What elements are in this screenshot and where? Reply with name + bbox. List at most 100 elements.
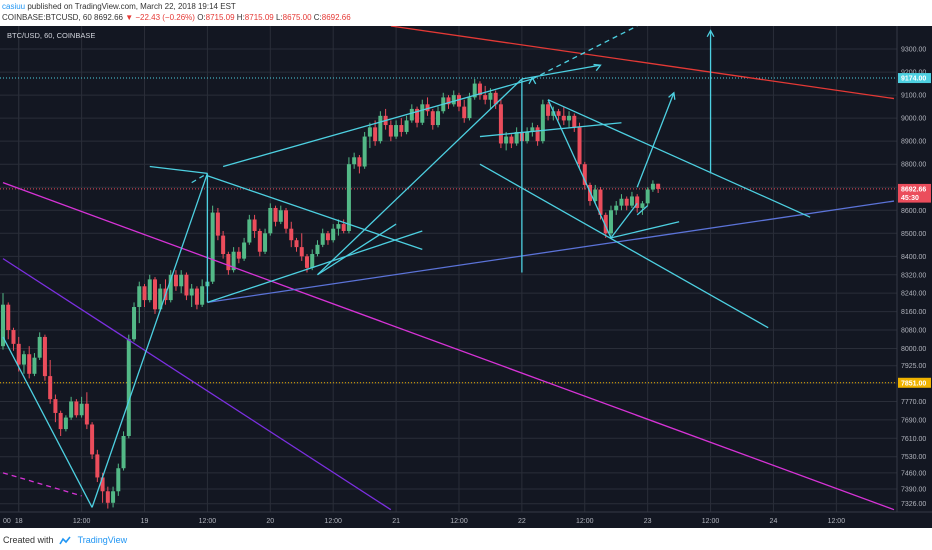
- candle-body: [63, 417, 68, 430]
- trend-line: [191, 172, 208, 184]
- trend-line: [636, 205, 649, 216]
- candle-body: [142, 286, 147, 301]
- candle-body: [624, 198, 629, 206]
- candle-body: [116, 468, 121, 492]
- open-value: 8715.09: [205, 13, 235, 22]
- candle: [252, 214, 257, 238]
- candle: [388, 120, 393, 142]
- trend-line: [2, 336, 93, 508]
- candle-body: [105, 491, 110, 503]
- candle-body: [278, 210, 283, 222]
- candle-body: [645, 189, 650, 204]
- candle: [477, 81, 482, 100]
- candle-body: [1, 304, 5, 347]
- candle: [84, 392, 89, 430]
- trend-line: [317, 223, 397, 276]
- candle-body: [388, 125, 393, 137]
- candle: [173, 270, 178, 291]
- candle-body: [84, 403, 89, 425]
- candle: [367, 122, 372, 149]
- candle: [399, 118, 404, 137]
- candle-body: [488, 92, 493, 100]
- candle-body: [90, 424, 95, 455]
- tradingview-brand[interactable]: TradingView: [77, 535, 128, 545]
- candle: [645, 187, 650, 206]
- candle-body: [462, 106, 467, 119]
- candle-body: [152, 279, 157, 310]
- candle-body: [556, 111, 561, 116]
- candle-body: [357, 157, 362, 167]
- candle-body: [493, 92, 498, 105]
- candle: [6, 302, 11, 340]
- candle-body: [331, 228, 336, 241]
- candle-body: [53, 399, 58, 413]
- candle-body: [635, 196, 640, 208]
- candle: [142, 283, 147, 308]
- candle-body: [593, 189, 598, 202]
- candle-body: [394, 125, 399, 137]
- close-label: C:: [313, 13, 322, 22]
- trend-line: [2, 472, 82, 497]
- candle-body: [200, 286, 205, 305]
- price-label-text: 45:30: [901, 195, 919, 202]
- candle-body: [231, 251, 236, 271]
- low-value: 8675.00: [282, 13, 312, 22]
- candle: [21, 350, 26, 374]
- candle: [577, 122, 582, 169]
- candle-body: [608, 210, 613, 234]
- price-label-box: [898, 192, 931, 203]
- price-tick-label: 7770.00: [901, 399, 926, 406]
- chart-background: [0, 26, 932, 528]
- candle: [294, 237, 299, 252]
- author-link[interactable]: casiuu: [2, 2, 26, 11]
- candle: [137, 281, 142, 324]
- chart-area[interactable]: 9300.009200.009100.009000.008900.008800.…: [0, 26, 932, 528]
- price-tick-label: 7530.00: [901, 454, 926, 461]
- candle-body: [294, 240, 299, 248]
- candle: [415, 106, 420, 128]
- candle-body: [420, 104, 425, 123]
- price-tick-label: 9000.00: [901, 116, 926, 123]
- candle-body: [263, 233, 268, 252]
- time-tick-label: 21: [392, 518, 400, 525]
- footer-bar: Created with TradingView: [0, 530, 932, 550]
- price-label-text: 8692.66: [901, 186, 926, 193]
- trend-line: [207, 175, 423, 251]
- candle-body: [362, 136, 367, 167]
- candle-body: [598, 189, 603, 215]
- candle: [325, 230, 330, 245]
- arrow-head-icon: [706, 29, 715, 38]
- candle: [215, 207, 220, 241]
- candle: [27, 346, 32, 379]
- close-value: 8692.66: [321, 13, 351, 22]
- candle: [624, 196, 629, 211]
- ohlc-info: COINBASE:BTCUSD, 60 8692.66 ▼ −22.43 (−0…: [2, 13, 351, 22]
- open-label: O:: [197, 13, 206, 22]
- candle-body: [404, 120, 409, 132]
- time-tick-label: 12:00: [324, 518, 342, 525]
- price-tick-label: 8900.00: [901, 139, 926, 146]
- trend-line: [479, 122, 622, 138]
- trend-line: [547, 99, 811, 218]
- price-tick-label: 8500.00: [901, 231, 926, 238]
- candle: [556, 108, 561, 121]
- price-chart[interactable]: 9300.009200.009100.009000.008900.008800.…: [0, 26, 932, 528]
- price-label-box: [898, 377, 931, 388]
- price-tick-label: 8240.00: [901, 291, 926, 298]
- candle: [561, 106, 566, 126]
- candle: [514, 127, 519, 146]
- candle-body: [289, 228, 294, 241]
- price-axis-ticks: 9300.009200.009100.009000.008900.008800.…: [901, 47, 926, 509]
- footer-credit: Created with TradingView: [3, 535, 127, 545]
- candle-body: [629, 196, 634, 206]
- candle: [593, 184, 598, 204]
- candle-body: [650, 183, 655, 190]
- time-tick-label: 22: [518, 518, 526, 525]
- price-label-box: [898, 183, 931, 194]
- price-tick-label: 7610.00: [901, 436, 926, 443]
- candle-body: [16, 343, 21, 365]
- trend-line: [610, 202, 638, 239]
- time-axis-bg: [0, 512, 932, 528]
- candle-body: [535, 127, 540, 142]
- candle: [194, 286, 199, 310]
